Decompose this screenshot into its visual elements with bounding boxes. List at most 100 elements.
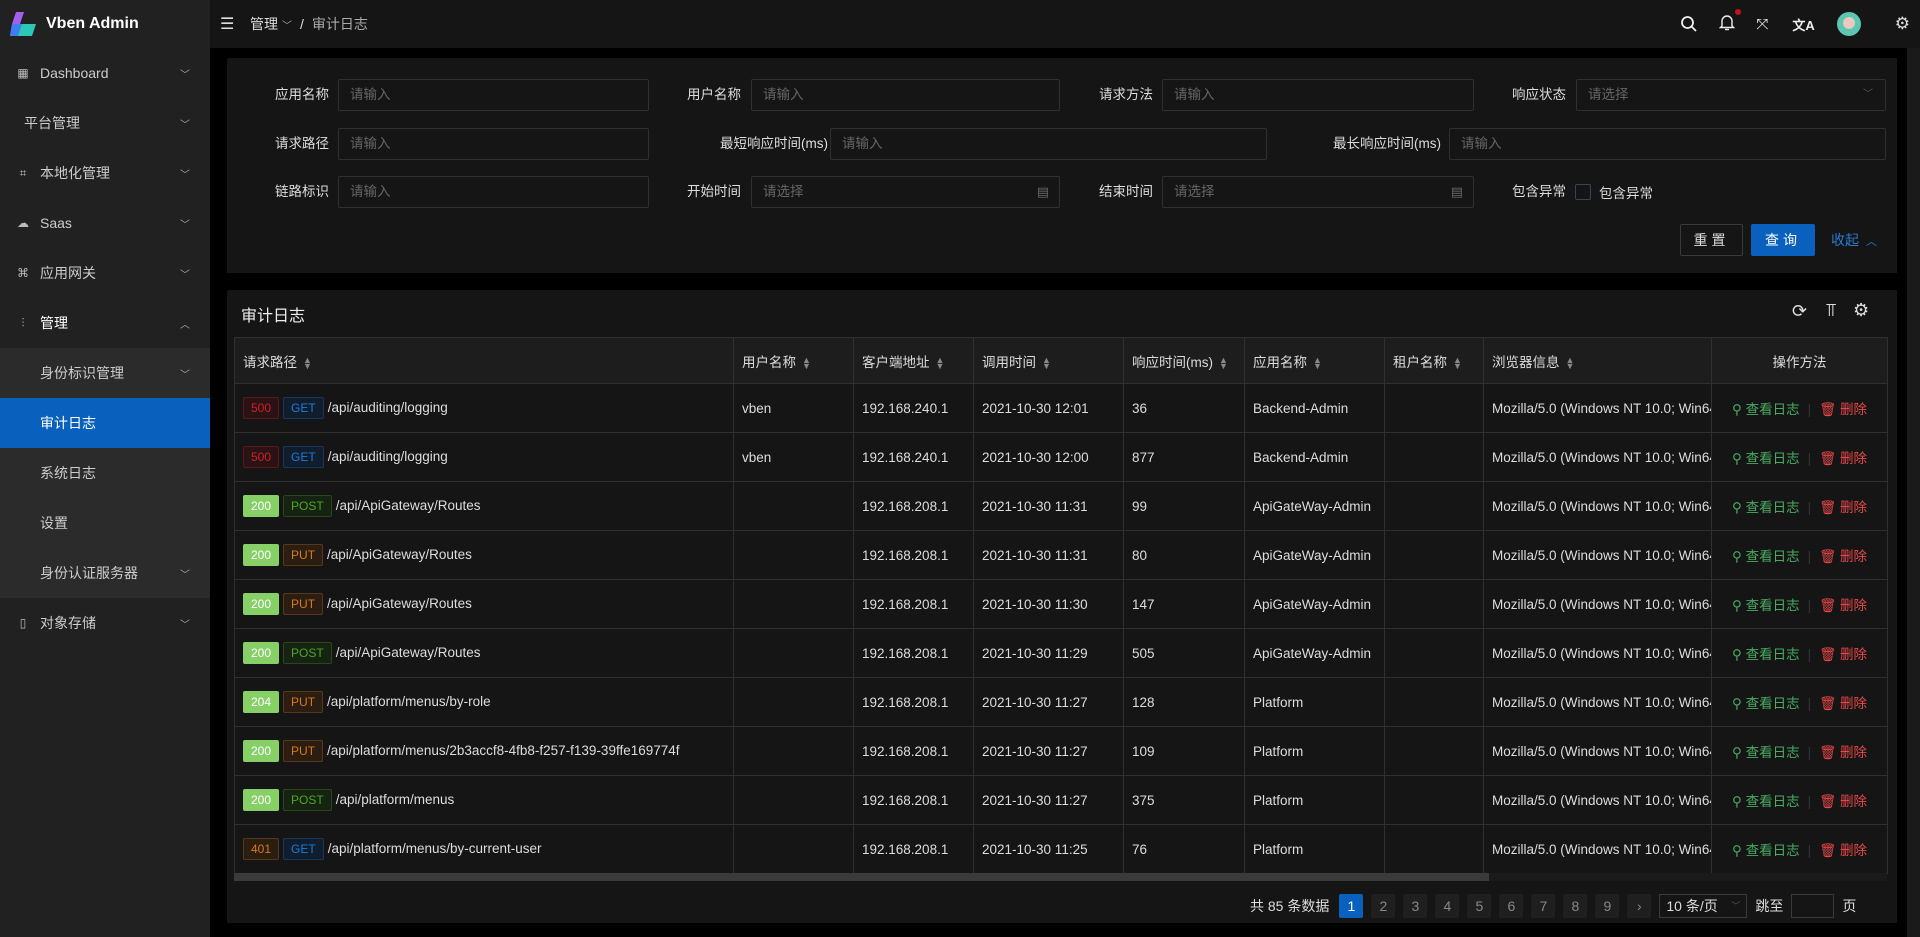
menu-fold-icon[interactable]: ☰ — [220, 16, 235, 33]
avatar[interactable] — [1836, 12, 1861, 36]
sidebar-item[interactable]: ⌗ 本地化管理 ﹀ — [0, 148, 210, 198]
delete-button[interactable]: 🗑︎ 删除 — [1819, 598, 1867, 613]
page-button[interactable]: 3 — [1403, 894, 1428, 918]
delete-button[interactable]: 🗑︎ 删除 — [1819, 549, 1867, 564]
reset-button[interactable]: 重置 — [1680, 224, 1743, 256]
cell-ip: 192.168.208.1 — [853, 628, 974, 678]
page-button[interactable]: 9 — [1595, 894, 1620, 918]
page-size-select[interactable]: 10 条/页 ﹀ — [1659, 894, 1748, 918]
field-input[interactable]: 请输入 — [830, 128, 1267, 160]
field-input[interactable]: 请输入 — [338, 176, 649, 208]
field-input[interactable]: 请选择 ﹀ — [1576, 79, 1886, 111]
cell-user — [733, 726, 854, 776]
cell-tenant — [1384, 628, 1484, 678]
translate-icon[interactable]: 文A — [1792, 17, 1815, 33]
jump-input[interactable] — [1791, 894, 1835, 918]
field-input[interactable]: 请输入 — [338, 79, 649, 111]
delete-button[interactable]: 🗑︎ 删除 — [1819, 647, 1867, 662]
field-input[interactable]: 请输入 — [751, 79, 1060, 111]
field-input[interactable]: 请输入 — [338, 128, 649, 160]
sidebar-item[interactable]: ⌘ 应用网关 ﹀ — [0, 248, 210, 298]
delete-button[interactable]: 🗑︎ 删除 — [1819, 843, 1867, 858]
view-log-button[interactable]: ⚲ 查看日志 — [1732, 451, 1800, 466]
column-height-icon[interactable]: ⫪ — [1826, 300, 1837, 320]
page-button[interactable]: 2 — [1371, 894, 1396, 918]
input-placeholder: 请输入 — [1461, 136, 1502, 151]
column-header[interactable]: 请求路径 ▲ ▼ — [234, 337, 734, 384]
field-input[interactable]: 请选择 ▤ — [751, 176, 1060, 208]
cell-actions: ⚲ 查看日志 | 🗑︎ 删除 — [1711, 677, 1888, 727]
view-log-button[interactable]: ⚲ 查看日志 — [1732, 500, 1800, 515]
view-log-button[interactable]: ⚲ 查看日志 — [1732, 696, 1800, 711]
sidebar-item[interactable]: ☁ Saas ﹀ — [0, 198, 210, 248]
next-page-button[interactable]: › — [1627, 894, 1652, 918]
table-row: 200 POST/api/ApiGateway/Routes 192.168.208… — [234, 481, 1888, 531]
breadcrumb-item[interactable]: 管理 — [250, 16, 278, 32]
query-button[interactable]: 查询 — [1751, 224, 1815, 256]
view-log-button[interactable]: ⚲ 查看日志 — [1732, 549, 1800, 564]
sort-icon[interactable]: ▲ ▼ — [1219, 354, 1228, 371]
sort-icon[interactable]: ▲ ▼ — [1042, 354, 1051, 371]
cell-user — [733, 824, 854, 874]
collapse-toggle[interactable]: 收起 ︿ — [1831, 224, 1877, 256]
delete-button[interactable]: 🗑︎ 删除 — [1819, 451, 1867, 466]
column-header[interactable]: 客户端地址 ▲ ▼ — [853, 337, 974, 384]
field-input[interactable]: 请选择 ▤ — [1162, 176, 1474, 208]
checkbox-box[interactable] — [1575, 184, 1591, 200]
cell-time: 2021-10-30 12:00 — [973, 432, 1124, 482]
sidebar-subitem[interactable]: 审计日志 — [0, 398, 210, 448]
logo[interactable]: Vben Admin — [0, 0, 210, 48]
view-log-button[interactable]: ⚲ 查看日志 — [1732, 745, 1800, 760]
column-header[interactable]: 响应时间(ms) ▲ ▼ — [1123, 337, 1245, 384]
view-log-button[interactable]: ⚲ 查看日志 — [1732, 794, 1800, 809]
sidebar-subitem[interactable]: 系统日志 — [0, 448, 210, 498]
view-log-button[interactable]: ⚲ 查看日志 — [1732, 598, 1800, 613]
column-header[interactable]: 应用名称 ▲ ▼ — [1244, 337, 1385, 384]
sort-icon[interactable]: ▲ ▼ — [303, 354, 312, 371]
page-button[interactable]: 1 — [1339, 894, 1364, 918]
cell-time: 2021-10-30 11:31 — [973, 481, 1124, 531]
sort-icon[interactable]: ▲ ▼ — [935, 354, 945, 371]
delete-button[interactable]: 🗑︎ 删除 — [1819, 794, 1867, 809]
sort-icon[interactable]: ▲ ▼ — [1565, 354, 1575, 371]
column-header[interactable]: 浏览器信息 ▲ ▼ — [1483, 337, 1712, 384]
field-input[interactable]: 请输入 — [1449, 128, 1886, 160]
horizontal-scrollbar[interactable] — [234, 873, 1887, 881]
page-button[interactable]: 6 — [1499, 894, 1524, 918]
sort-icon[interactable]: ▲ ▼ — [1313, 354, 1322, 371]
cell-user: vben — [733, 432, 854, 482]
sidebar-item[interactable]: 平台管理 ﹀ — [0, 98, 210, 148]
delete-button[interactable]: 🗑︎ 删除 — [1819, 402, 1867, 417]
column-header[interactable]: 调用时间 ▲ ▼ — [973, 337, 1124, 384]
delete-button[interactable]: 🗑︎ 删除 — [1819, 696, 1867, 711]
scrollbar-track[interactable] — [1907, 48, 1920, 937]
settings-icon[interactable]: ⚙ — [1894, 14, 1910, 33]
sidebar-subitem[interactable]: 身份标识管理 ﹀ — [0, 348, 210, 398]
scrollbar-thumb[interactable] — [234, 873, 1489, 881]
sort-icon[interactable]: ▲ ▼ — [802, 354, 811, 371]
view-log-button[interactable]: ⚲ 查看日志 — [1732, 402, 1800, 417]
sidebar-item[interactable]: ▯ 对象存储 ﹀ — [0, 598, 210, 648]
search-icon[interactable] — [1680, 15, 1698, 33]
sidebar-item[interactable]: ▦ Dashboard ﹀ — [0, 48, 210, 98]
view-log-button[interactable]: ⚲ 查看日志 — [1732, 647, 1800, 662]
page-button[interactable]: 7 — [1531, 894, 1556, 918]
sidebar-subitem[interactable]: 设置 — [0, 498, 210, 548]
sidebar-item[interactable]: ⫶ 管理 ︿ — [0, 298, 210, 348]
page-button[interactable]: 5 — [1467, 894, 1492, 918]
page-button[interactable]: 8 — [1563, 894, 1588, 918]
fullscreen-icon[interactable]: ⤧ — [1756, 15, 1769, 33]
column-header[interactable]: 用户名称 ▲ ▼ — [733, 337, 854, 384]
bell-icon[interactable] — [1719, 8, 1742, 36]
delete-button[interactable]: 🗑︎ 删除 — [1819, 500, 1867, 515]
delete-button[interactable]: 🗑︎ 删除 — [1819, 745, 1867, 760]
column-settings-icon[interactable]: ⚙ — [1853, 300, 1870, 320]
page-button[interactable]: 4 — [1435, 894, 1460, 918]
include-exception-checkbox[interactable]: 包含异常 — [1575, 176, 1653, 208]
sidebar-subitem[interactable]: 身份认证服务器 ﹀ — [0, 548, 210, 598]
view-log-button[interactable]: ⚲ 查看日志 — [1732, 843, 1800, 858]
column-header[interactable]: 租户名称 ▲ ▼ — [1384, 337, 1484, 384]
sort-icon[interactable]: ▲ ▼ — [1453, 354, 1462, 371]
refresh-icon[interactable]: ⟳ — [1792, 301, 1808, 321]
field-input[interactable]: 请输入 — [1162, 79, 1474, 111]
